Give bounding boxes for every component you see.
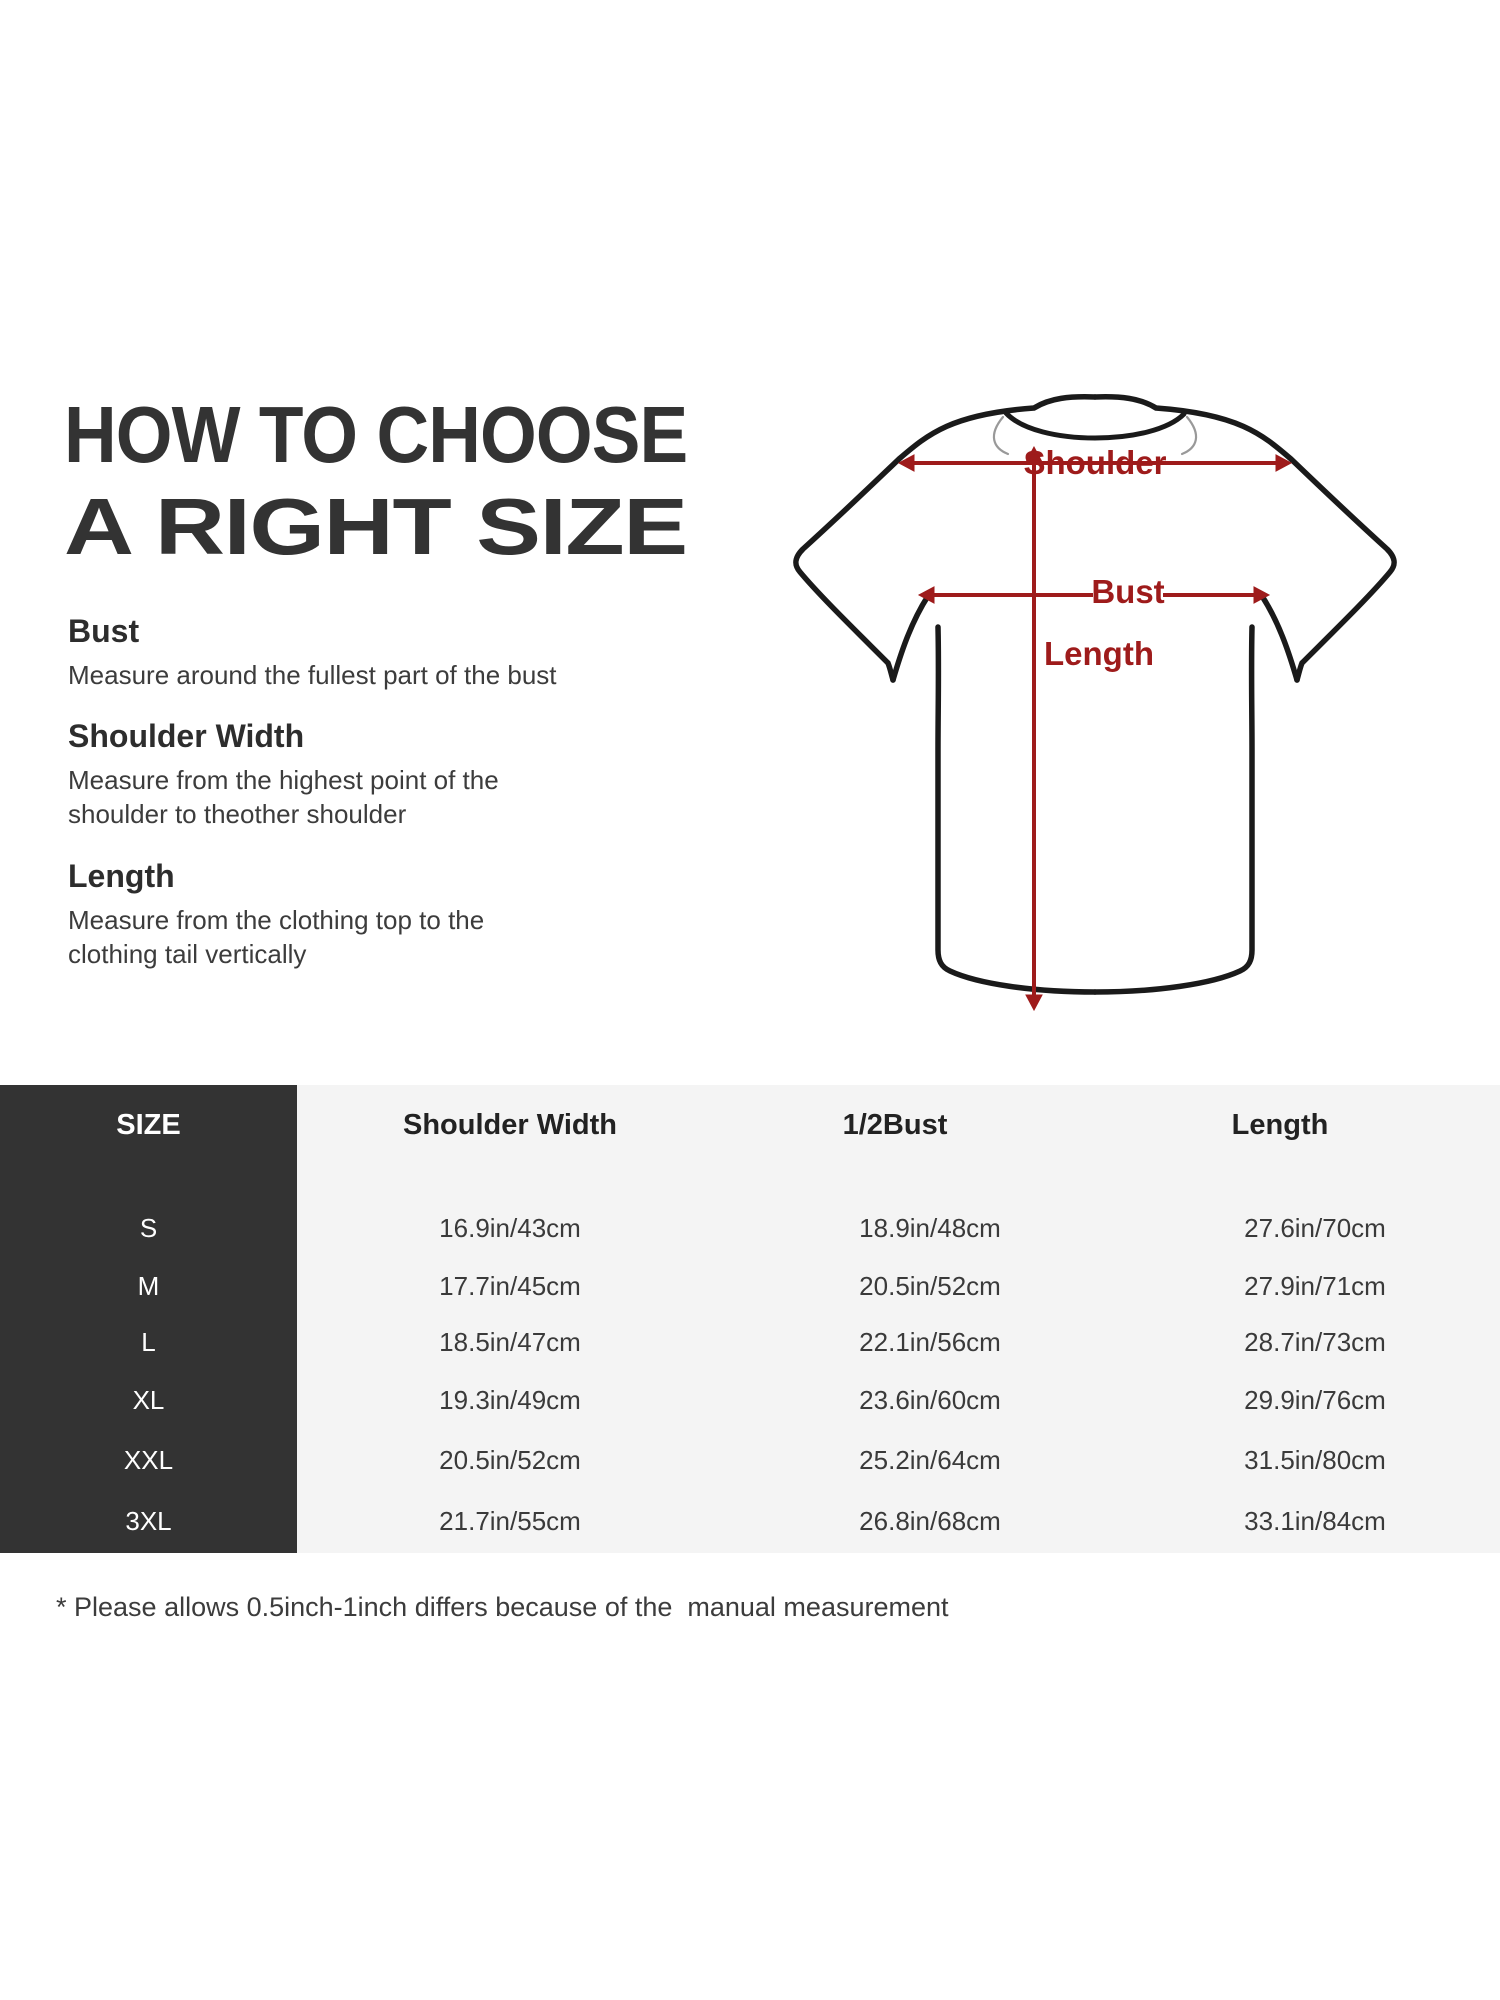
svg-text:Shoulder: Shoulder	[1023, 444, 1166, 481]
svg-text:Bust: Bust	[1091, 573, 1164, 610]
svg-text:Length: Length	[1044, 635, 1154, 672]
